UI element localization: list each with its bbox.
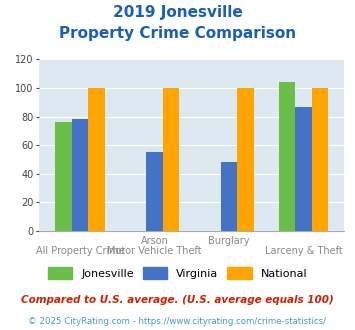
Bar bbox=[88, 88, 105, 231]
Text: © 2025 CityRating.com - https://www.cityrating.com/crime-statistics/: © 2025 CityRating.com - https://www.city… bbox=[28, 317, 327, 326]
Bar bbox=[55, 122, 72, 231]
Bar bbox=[72, 119, 88, 231]
Text: Motor Vehicle Theft: Motor Vehicle Theft bbox=[107, 246, 202, 256]
Bar bbox=[279, 82, 295, 231]
Bar bbox=[237, 88, 253, 231]
Bar bbox=[163, 88, 179, 231]
Bar bbox=[146, 152, 163, 231]
Text: Compared to U.S. average. (U.S. average equals 100): Compared to U.S. average. (U.S. average … bbox=[21, 295, 334, 305]
Text: Larceny & Theft: Larceny & Theft bbox=[264, 246, 342, 256]
Bar bbox=[295, 107, 312, 231]
Text: All Property Crime: All Property Crime bbox=[36, 246, 124, 256]
Text: Property Crime Comparison: Property Crime Comparison bbox=[59, 26, 296, 41]
Text: Arson: Arson bbox=[141, 236, 168, 246]
Bar bbox=[221, 162, 237, 231]
Text: Burglary: Burglary bbox=[208, 236, 250, 246]
Legend: Jonesville, Virginia, National: Jonesville, Virginia, National bbox=[43, 263, 312, 283]
Text: 2019 Jonesville: 2019 Jonesville bbox=[113, 5, 242, 20]
Bar bbox=[312, 88, 328, 231]
